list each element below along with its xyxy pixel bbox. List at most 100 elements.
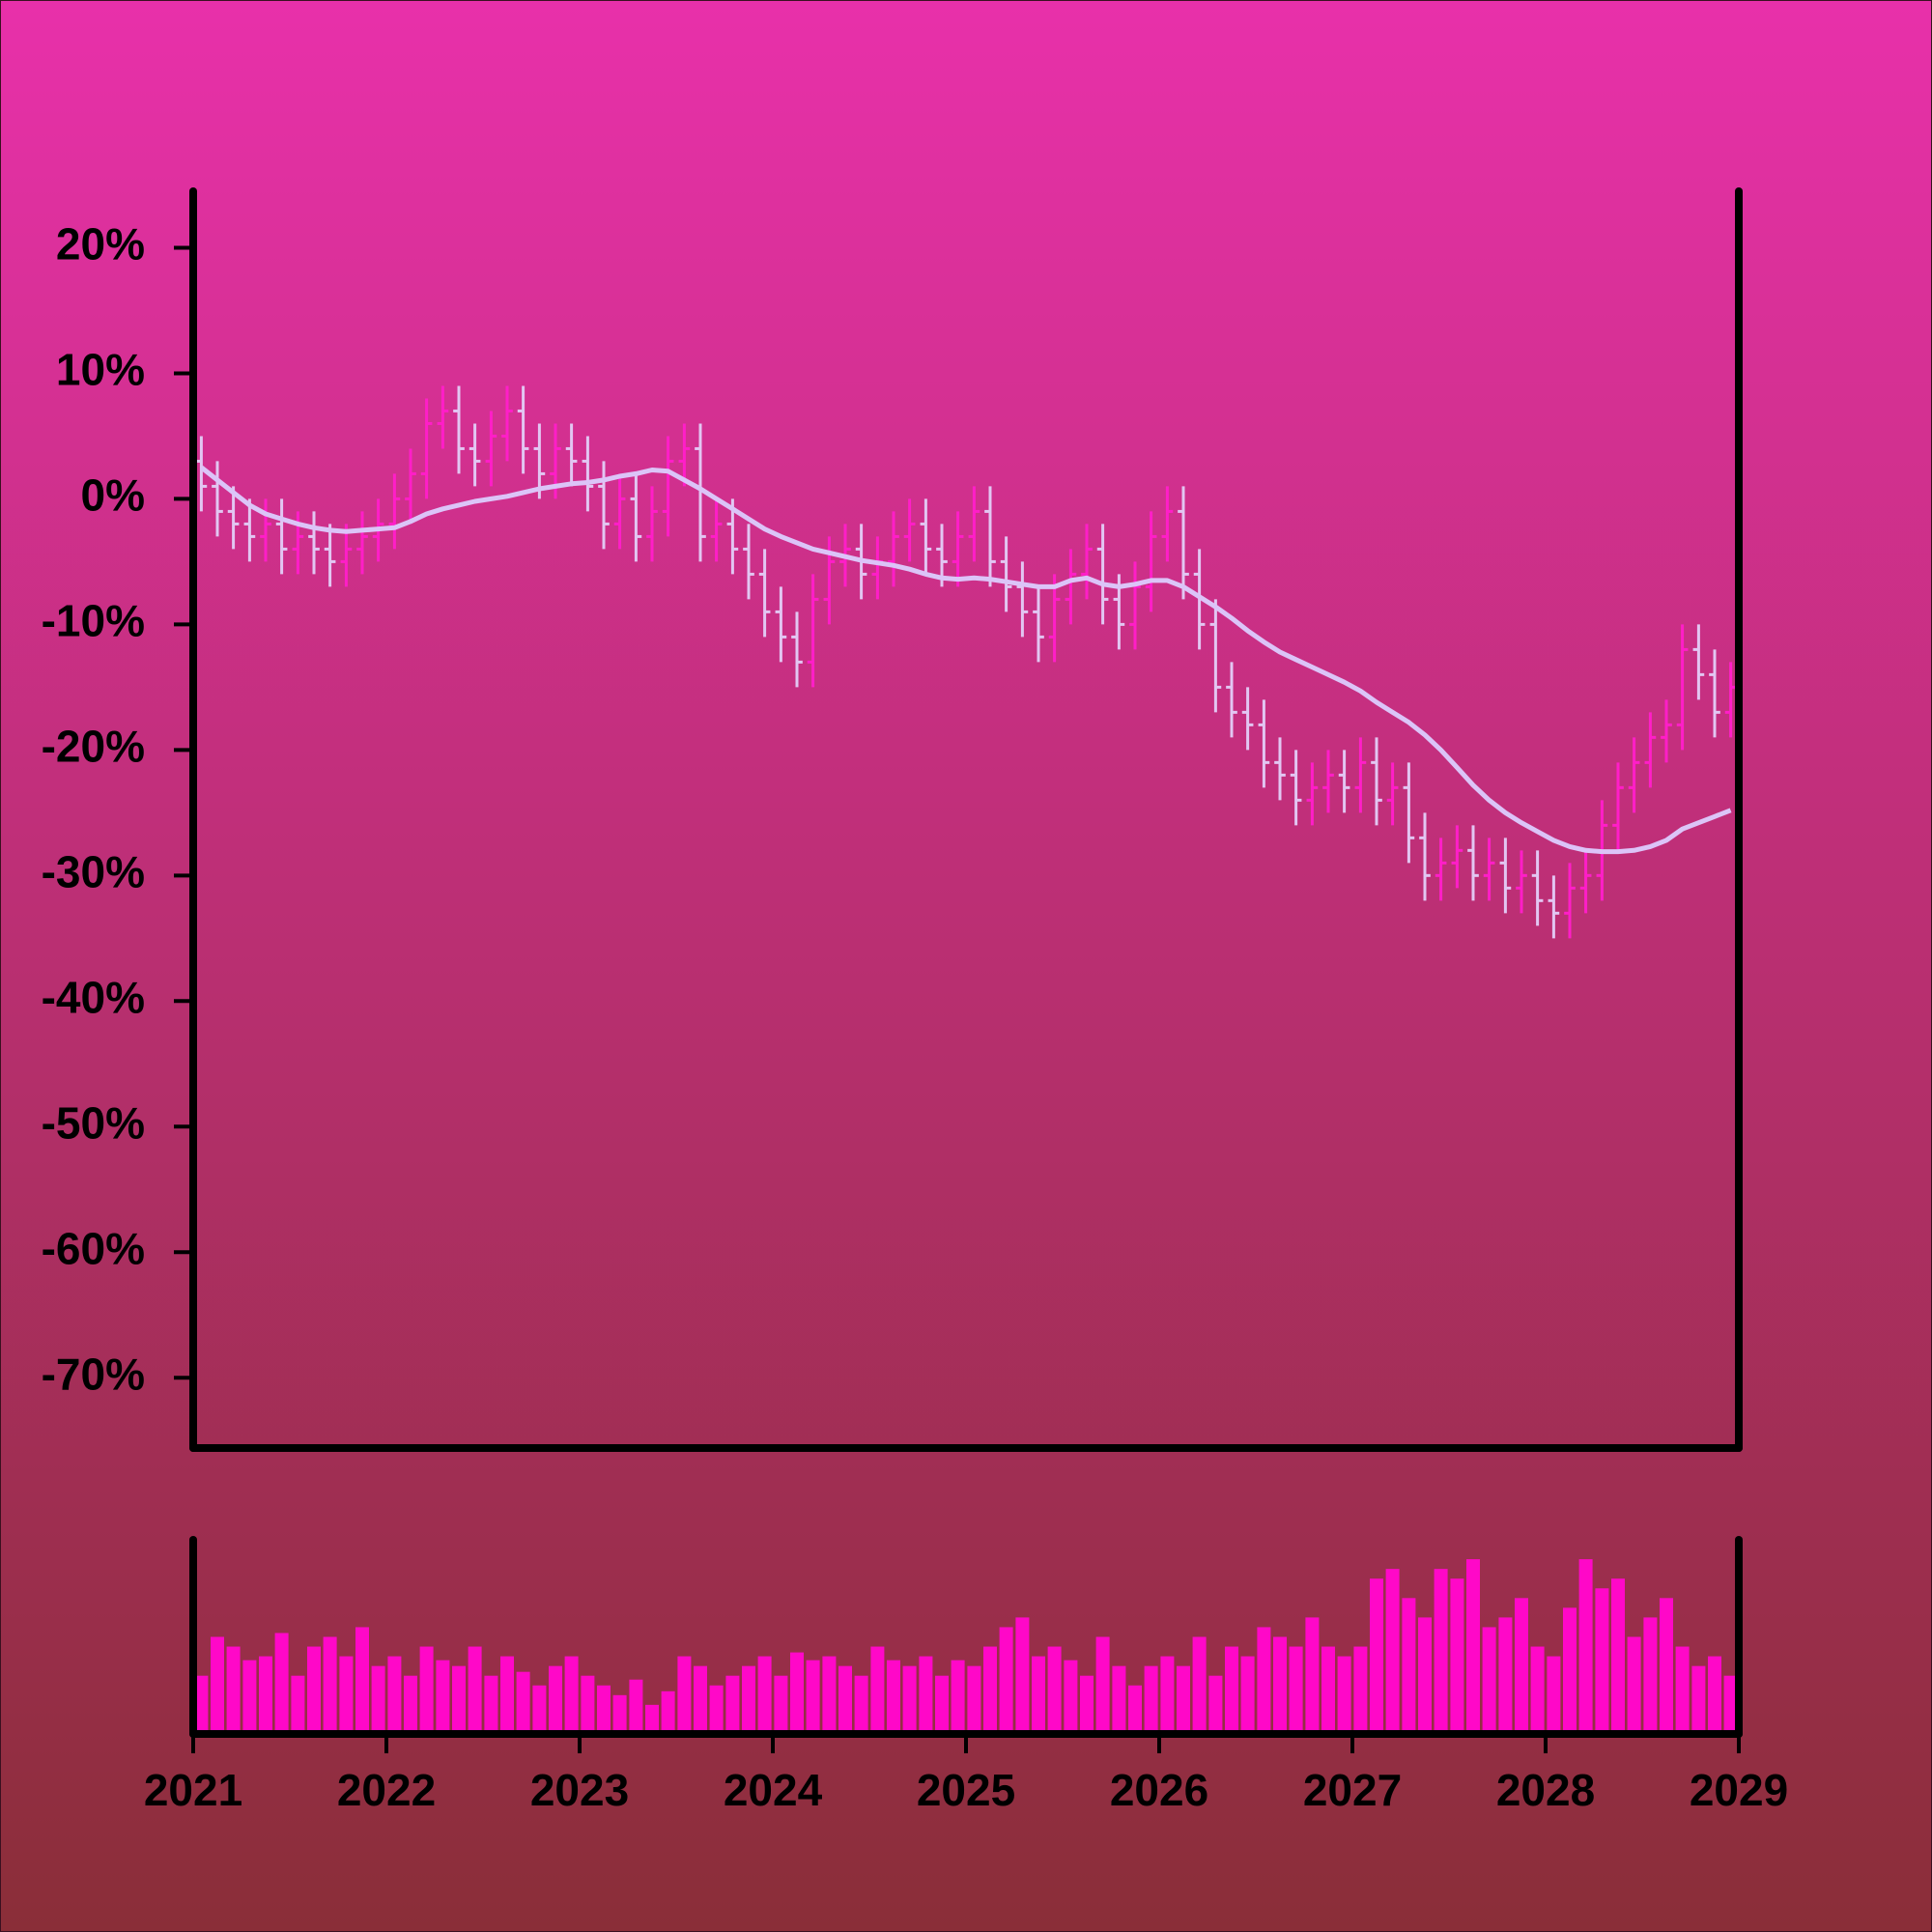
volume-bar [211, 1636, 224, 1734]
y-tick-label: -30% [42, 846, 145, 896]
volume-bar [838, 1665, 852, 1734]
volume-bar [951, 1660, 965, 1734]
volume-bar [887, 1660, 900, 1734]
volume-bar [194, 1675, 209, 1734]
volume-bar [1225, 1646, 1238, 1734]
moving-average-line [199, 465, 1732, 855]
volume-bar [468, 1646, 482, 1734]
volume-bar [709, 1685, 724, 1734]
y-tick-label: -60% [42, 1223, 145, 1273]
volume-bar [581, 1675, 595, 1734]
volume-bar [1337, 1656, 1351, 1734]
volume-bar [967, 1665, 981, 1734]
volume-bar [1064, 1660, 1078, 1734]
volume-bar [1402, 1598, 1416, 1734]
volume-bar [902, 1665, 917, 1734]
volume-bar [1418, 1617, 1432, 1734]
volume-bar [725, 1675, 740, 1734]
volume-bar [516, 1671, 530, 1734]
y-tick-label: 0% [81, 470, 145, 521]
volume-bar [291, 1675, 305, 1734]
volume-bar [1547, 1656, 1561, 1734]
volume-bar [1047, 1646, 1062, 1734]
volume-bar [1289, 1646, 1303, 1734]
volume-bar [1370, 1578, 1383, 1734]
volume-bar [677, 1656, 692, 1734]
volume-bar [339, 1656, 354, 1734]
volume-bar [1273, 1636, 1287, 1734]
y-tick-label: 20% [56, 219, 145, 270]
volume-bar [323, 1636, 337, 1734]
volume-bar [757, 1656, 772, 1734]
volume-bar [1434, 1569, 1448, 1734]
volume-bar [870, 1646, 885, 1734]
volume-bar [1144, 1665, 1158, 1734]
volume-bar [242, 1660, 257, 1734]
volume-bar [1305, 1617, 1320, 1734]
volume-bar [226, 1646, 241, 1734]
x-tick-label: 2027 [1303, 1765, 1402, 1815]
volume-bar [1450, 1578, 1464, 1734]
volume-bar [1095, 1636, 1110, 1734]
volume-bar [1321, 1646, 1335, 1734]
volume-bar [532, 1685, 547, 1734]
volume-bar [371, 1665, 385, 1734]
x-tick-label: 2021 [144, 1765, 242, 1815]
y-tick-label: -70% [42, 1349, 145, 1399]
volume-bar [629, 1679, 643, 1734]
volume-bar [1032, 1656, 1045, 1734]
volume-bar [500, 1656, 514, 1734]
volume-bar [1563, 1607, 1577, 1734]
y-tick-label: 10% [56, 345, 145, 395]
x-tick-label: 2024 [724, 1765, 823, 1815]
volume-bar [564, 1656, 579, 1734]
volume-bar [1578, 1559, 1593, 1734]
volume-bar [404, 1675, 417, 1734]
volume-bar [1112, 1665, 1126, 1734]
x-tick-label: 2025 [917, 1765, 1015, 1815]
volume-bar [999, 1627, 1013, 1734]
x-tick-label: 2029 [1690, 1765, 1788, 1815]
volume-bar [436, 1660, 450, 1734]
volume-bar [1708, 1656, 1721, 1734]
volume-bar [1385, 1569, 1400, 1734]
y-tick-label: -10% [42, 596, 145, 646]
x-tick-label: 2028 [1496, 1765, 1595, 1815]
volume-bar [1675, 1646, 1690, 1734]
x-tick-label: 2026 [1110, 1765, 1208, 1815]
volume-bar [452, 1665, 466, 1734]
volume-bar [484, 1675, 498, 1734]
volume-bar [1627, 1636, 1641, 1734]
volume-bar [355, 1627, 369, 1734]
volume-bar [1208, 1675, 1223, 1734]
volume-bar [1160, 1656, 1175, 1734]
volume-bar [774, 1675, 788, 1734]
volume-bar [661, 1690, 675, 1734]
volume-bar [919, 1656, 933, 1734]
volume-bar [983, 1646, 997, 1734]
x-tick-label: 2023 [530, 1765, 629, 1815]
volume-bar [1257, 1627, 1271, 1734]
x-tick-label: 2022 [337, 1765, 436, 1815]
volume-bar [387, 1656, 402, 1734]
volume-bar [1595, 1588, 1609, 1734]
volume-bar [1691, 1665, 1706, 1734]
volume-bar [597, 1685, 611, 1734]
volume-bar [612, 1694, 627, 1734]
volume-bar [1498, 1617, 1513, 1734]
volume-bar [1643, 1617, 1658, 1734]
volume-bar [549, 1665, 562, 1734]
volume-bar [854, 1675, 868, 1734]
volume-bar [935, 1675, 949, 1734]
volume-bar [307, 1646, 321, 1734]
volume-bar [645, 1704, 659, 1734]
volume-bar [806, 1660, 820, 1734]
volume-bar [1466, 1559, 1480, 1734]
volume-bar [259, 1656, 272, 1734]
y-tick-label: -50% [42, 1097, 145, 1148]
volume-bar [1515, 1598, 1528, 1734]
volume-bar [1192, 1636, 1207, 1734]
volume-bar [1660, 1598, 1673, 1734]
